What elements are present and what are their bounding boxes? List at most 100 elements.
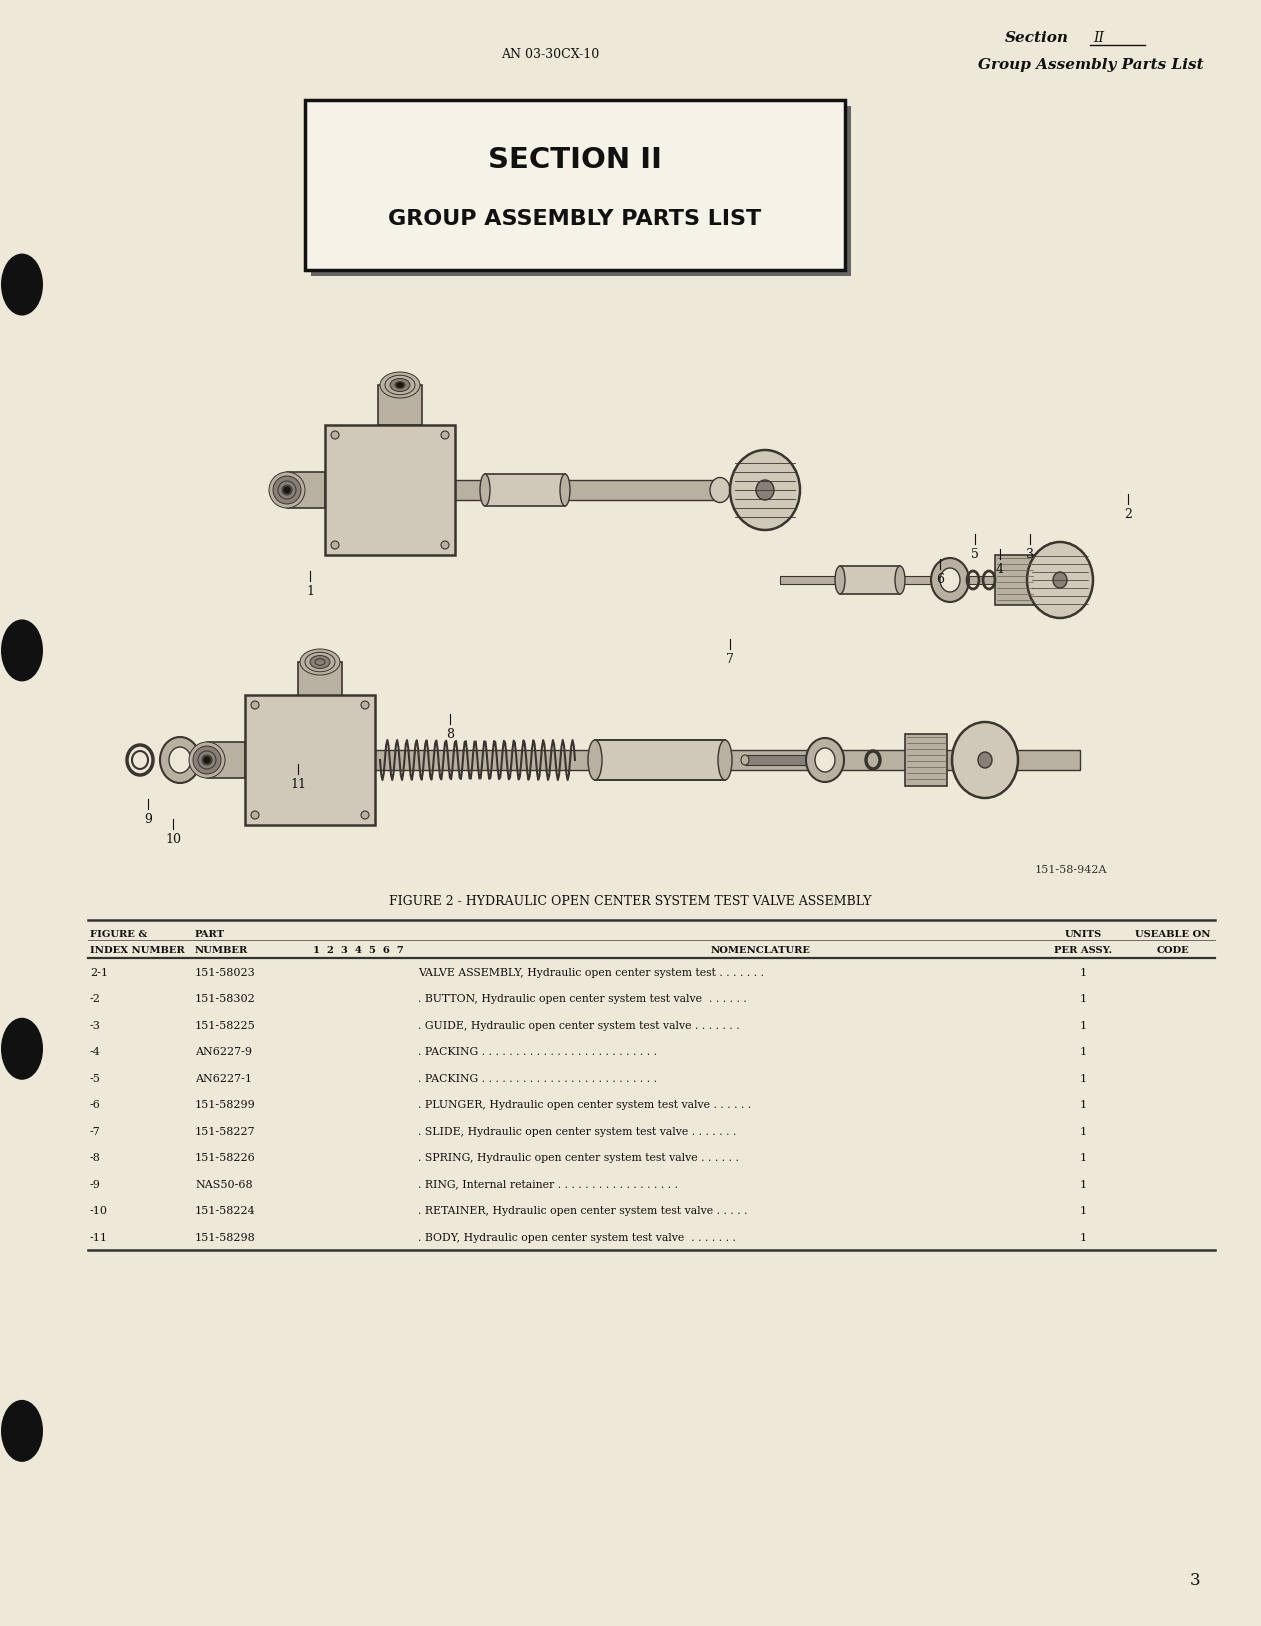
Text: NUMBER: NUMBER [195, 945, 248, 954]
Text: 1: 1 [1079, 1101, 1087, 1111]
Text: . SLIDE, Hydraulic open center system test valve . . . . . . .: . SLIDE, Hydraulic open center system te… [417, 1127, 736, 1137]
Text: VALVE ASSEMBLY, Hydraulic open center system test . . . . . . .: VALVE ASSEMBLY, Hydraulic open center sy… [417, 967, 764, 977]
Text: . GUIDE, Hydraulic open center system test valve . . . . . . .: . GUIDE, Hydraulic open center system te… [417, 1021, 740, 1031]
Ellipse shape [710, 478, 730, 502]
Text: -6: -6 [90, 1101, 101, 1111]
Text: 3: 3 [1026, 548, 1034, 561]
Text: 1: 1 [1079, 1047, 1087, 1057]
Text: 9: 9 [144, 813, 151, 826]
Text: 151-58-942A: 151-58-942A [1035, 865, 1107, 875]
Ellipse shape [390, 379, 410, 392]
Ellipse shape [189, 741, 224, 777]
Ellipse shape [198, 751, 216, 769]
Text: . SPRING, Hydraulic open center system test valve . . . . . .: . SPRING, Hydraulic open center system t… [417, 1153, 739, 1163]
Text: PART: PART [195, 930, 226, 938]
Ellipse shape [588, 740, 601, 780]
Text: UNITS: UNITS [1064, 930, 1102, 938]
Text: 1: 1 [1079, 1179, 1087, 1190]
Text: -11: -11 [90, 1233, 108, 1242]
Ellipse shape [315, 659, 325, 665]
Text: SECTION II: SECTION II [488, 145, 662, 174]
Ellipse shape [815, 748, 835, 772]
Text: NAS50-68: NAS50-68 [195, 1179, 252, 1190]
Ellipse shape [193, 746, 221, 774]
Text: 2-1: 2-1 [90, 967, 108, 977]
Ellipse shape [282, 486, 291, 494]
Bar [781, 576, 1040, 584]
Ellipse shape [931, 558, 968, 602]
Text: -10: -10 [90, 1206, 108, 1216]
Ellipse shape [560, 475, 570, 506]
Text: . PACKING . . . . . . . . . . . . . . . . . . . . . . . . . .: . PACKING . . . . . . . . . . . . . . . … [417, 1047, 657, 1057]
Ellipse shape [203, 756, 211, 764]
Bar [375, 750, 1079, 771]
Bar [905, 733, 947, 785]
Ellipse shape [480, 475, 491, 506]
Text: 3: 3 [1189, 1571, 1200, 1589]
Text: 1: 1 [1079, 1233, 1087, 1242]
Ellipse shape [396, 382, 404, 389]
Ellipse shape [160, 737, 200, 784]
Ellipse shape [300, 649, 340, 675]
Text: 151-58226: 151-58226 [195, 1153, 256, 1163]
Text: 1: 1 [1079, 1206, 1087, 1216]
Text: 11: 11 [290, 777, 306, 790]
Text: 151-58225: 151-58225 [195, 1021, 256, 1031]
Text: . PACKING . . . . . . . . . . . . . . . . . . . . . . . . . .: . PACKING . . . . . . . . . . . . . . . … [417, 1073, 657, 1083]
Text: -7: -7 [90, 1127, 101, 1137]
Text: GROUP ASSEMBLY PARTS LIST: GROUP ASSEMBLY PARTS LIST [388, 210, 762, 229]
Text: -2: -2 [90, 993, 101, 1005]
Text: 1: 1 [1079, 1127, 1087, 1137]
Ellipse shape [330, 431, 339, 439]
Text: . BODY, Hydraulic open center system test valve  . . . . . . .: . BODY, Hydraulic open center system tes… [417, 1233, 736, 1242]
Text: . RING, Internal retainer . . . . . . . . . . . . . . . . . .: . RING, Internal retainer . . . . . . . … [417, 1179, 678, 1190]
Ellipse shape [1, 620, 43, 681]
Ellipse shape [202, 754, 212, 764]
Ellipse shape [310, 655, 330, 668]
Text: 10: 10 [165, 833, 182, 846]
Text: 1: 1 [1079, 1153, 1087, 1163]
Ellipse shape [1, 1400, 43, 1462]
Ellipse shape [979, 751, 992, 767]
Text: II: II [1093, 31, 1103, 46]
Ellipse shape [1026, 541, 1093, 618]
Text: 151-58302: 151-58302 [195, 993, 256, 1005]
Text: 151-58224: 151-58224 [195, 1206, 256, 1216]
Ellipse shape [952, 722, 1018, 798]
Text: -5: -5 [90, 1073, 101, 1083]
Text: 6: 6 [936, 572, 944, 585]
Text: -4: -4 [90, 1047, 101, 1057]
Ellipse shape [282, 485, 293, 494]
Ellipse shape [385, 376, 415, 395]
Ellipse shape [441, 431, 449, 439]
Text: AN6227-9: AN6227-9 [195, 1047, 252, 1057]
Text: CODE: CODE [1156, 945, 1189, 954]
Ellipse shape [169, 746, 190, 772]
Bar [311, 106, 851, 276]
Text: Section: Section [1005, 31, 1069, 46]
Text: . RETAINER, Hydraulic open center system test valve . . . . .: . RETAINER, Hydraulic open center system… [417, 1206, 748, 1216]
Bar [245, 694, 375, 824]
Ellipse shape [939, 567, 960, 592]
Text: 151-58298: 151-58298 [195, 1233, 256, 1242]
Ellipse shape [330, 541, 339, 550]
Bar [840, 566, 900, 593]
Bar [305, 101, 845, 270]
Bar [485, 475, 565, 506]
Ellipse shape [730, 450, 799, 530]
Text: 7: 7 [726, 654, 734, 667]
Text: -9: -9 [90, 1179, 101, 1190]
Ellipse shape [277, 481, 296, 499]
Text: . BUTTON, Hydraulic open center system test valve  . . . . . .: . BUTTON, Hydraulic open center system t… [417, 993, 747, 1005]
Ellipse shape [741, 754, 749, 764]
Ellipse shape [361, 811, 369, 820]
Text: 1: 1 [1079, 967, 1087, 977]
Ellipse shape [806, 738, 844, 782]
Text: 151-58227: 151-58227 [195, 1127, 256, 1137]
Text: 1: 1 [1079, 1021, 1087, 1031]
Bar [288, 472, 325, 507]
Text: NOMENCLATURE: NOMENCLATURE [710, 945, 811, 954]
Ellipse shape [251, 701, 259, 709]
Ellipse shape [1053, 572, 1067, 589]
Text: 1  2  3  4  5  6  7: 1 2 3 4 5 6 7 [313, 945, 404, 954]
